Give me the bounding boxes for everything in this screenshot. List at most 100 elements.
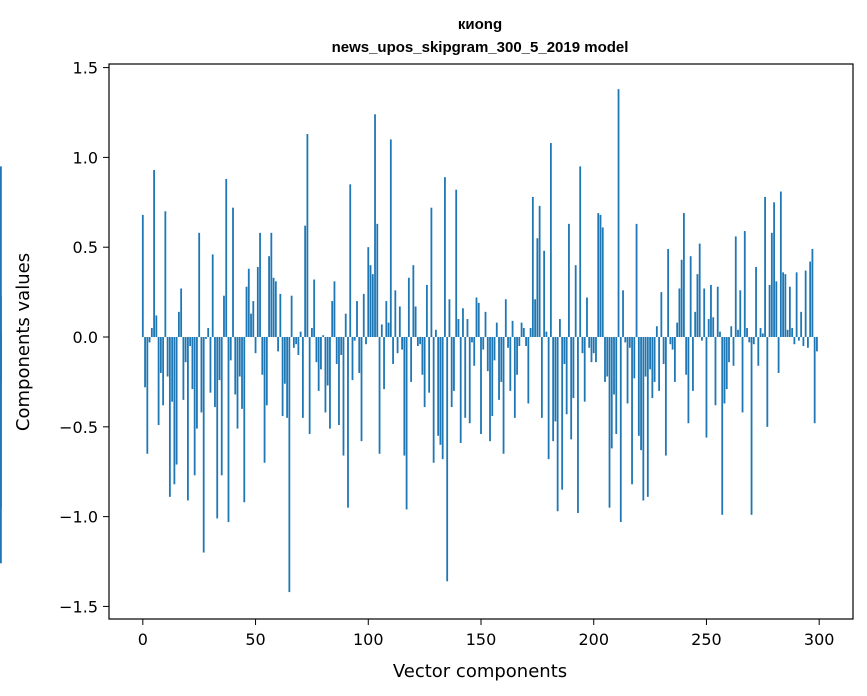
bar <box>777 337 780 373</box>
bar <box>464 337 467 418</box>
y-tick-label: 1.0 <box>73 148 98 167</box>
bar <box>290 295 293 338</box>
bar <box>292 337 295 348</box>
bar <box>615 337 618 434</box>
bar <box>353 337 356 341</box>
bar <box>561 337 564 490</box>
bar <box>683 213 685 338</box>
bar <box>750 337 753 515</box>
bar <box>759 328 762 338</box>
bar <box>265 337 268 406</box>
y-tick-label: 1.5 <box>73 59 98 78</box>
bar <box>556 337 559 512</box>
bar <box>0 166 2 338</box>
bar <box>0 337 2 508</box>
bar <box>405 337 408 510</box>
bar <box>455 189 458 338</box>
bar <box>635 223 638 338</box>
bar <box>552 337 555 442</box>
bar <box>655 326 658 338</box>
bar <box>604 337 606 382</box>
bar <box>793 337 796 345</box>
bar <box>813 337 816 424</box>
bar <box>613 337 615 395</box>
bar <box>752 337 755 345</box>
bar <box>687 337 690 424</box>
bar <box>234 337 237 395</box>
bar <box>549 143 552 338</box>
bar <box>601 227 604 338</box>
bar <box>421 337 424 375</box>
bar <box>155 315 158 338</box>
bar <box>374 114 376 338</box>
bar <box>227 337 230 523</box>
bar <box>809 261 812 338</box>
bar <box>692 337 694 391</box>
bar <box>516 337 518 375</box>
bar <box>543 250 546 338</box>
bar <box>673 337 676 382</box>
bar <box>608 337 611 508</box>
bar <box>259 232 261 337</box>
bar <box>678 288 681 338</box>
bar <box>369 265 372 338</box>
bar <box>698 243 701 338</box>
bar <box>229 337 232 361</box>
x-tick-label: 300 <box>804 630 835 649</box>
bar <box>459 337 462 443</box>
bar <box>583 337 586 402</box>
bar <box>268 256 270 338</box>
bar <box>414 306 417 338</box>
bar <box>338 337 340 426</box>
bar <box>728 337 730 363</box>
bar <box>743 231 746 338</box>
bar <box>468 337 471 424</box>
bar <box>804 270 807 338</box>
bar <box>689 256 692 338</box>
bar <box>737 329 739 338</box>
bar <box>450 337 453 408</box>
y-tick-label: 0.0 <box>73 328 98 347</box>
bar <box>243 337 246 503</box>
bar <box>624 337 627 343</box>
bar <box>274 281 277 338</box>
bar <box>0 333 2 338</box>
bar <box>581 337 584 354</box>
bar <box>522 328 525 338</box>
bar <box>241 337 243 409</box>
bar <box>547 337 550 460</box>
bar <box>732 337 735 366</box>
bar <box>148 337 151 343</box>
bar <box>410 337 413 382</box>
bar <box>782 272 785 338</box>
bar <box>495 322 498 338</box>
bar <box>311 328 313 338</box>
bar <box>631 337 633 485</box>
bar <box>475 297 478 338</box>
bar <box>775 281 778 338</box>
x-tick-label: 100 <box>353 630 384 649</box>
bar <box>401 337 403 350</box>
bar <box>500 337 503 382</box>
bar <box>536 238 539 338</box>
bar <box>351 337 354 381</box>
x-axis-label: Vector components <box>393 661 567 682</box>
bar <box>628 337 631 348</box>
bar <box>378 337 381 454</box>
bar <box>802 337 805 346</box>
bar <box>779 191 782 338</box>
chart-subtitle: news_upos_skipgram_300_5_2019 model <box>332 39 629 56</box>
bar <box>446 337 449 582</box>
bar <box>640 337 642 451</box>
bar <box>734 236 737 338</box>
bar <box>592 337 595 354</box>
bar <box>795 272 798 338</box>
bar <box>416 337 419 346</box>
bar <box>329 337 331 429</box>
bar <box>669 337 672 345</box>
bar <box>642 337 645 501</box>
bar <box>482 337 485 350</box>
bar <box>705 337 708 438</box>
bar <box>816 337 818 352</box>
bar <box>797 337 800 341</box>
